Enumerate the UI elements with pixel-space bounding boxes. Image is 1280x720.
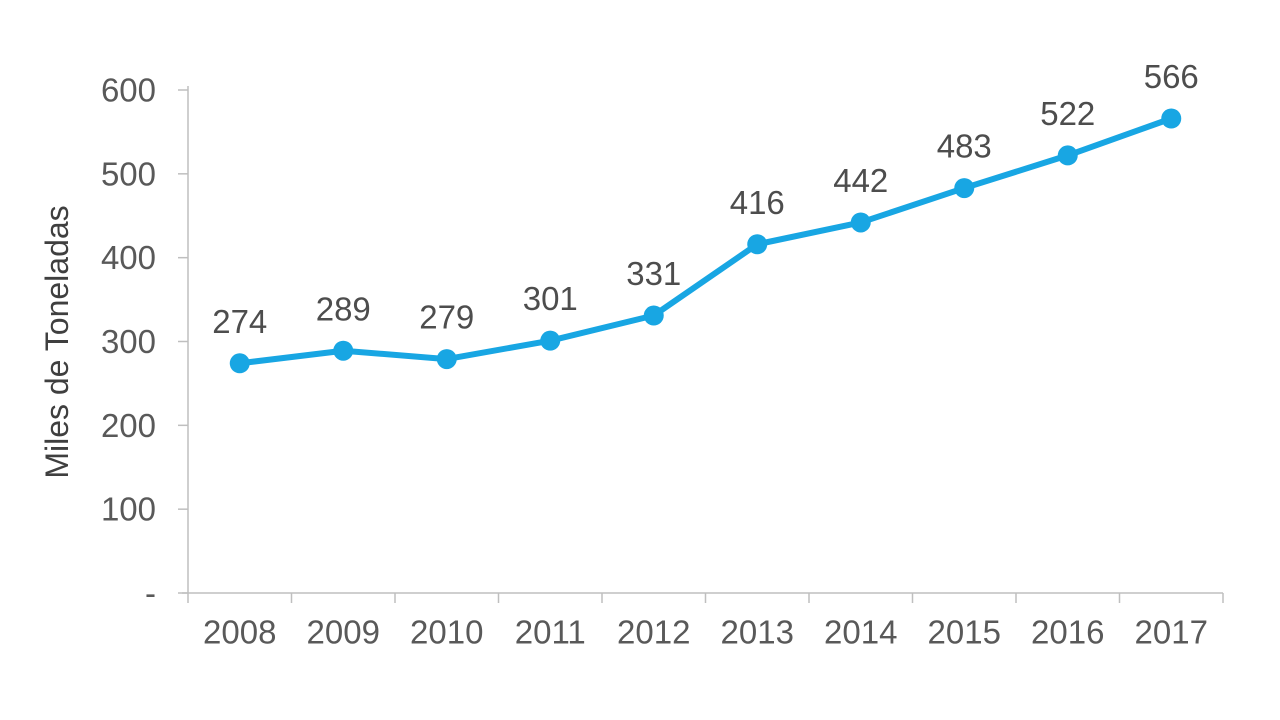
data-point-label: 289: [316, 290, 371, 327]
x-tick-label: 2014: [824, 614, 897, 651]
x-tick-label: 2010: [410, 614, 483, 651]
y-tick-label: 300: [101, 323, 156, 360]
data-point: [540, 330, 561, 351]
data-point-label: 331: [626, 255, 681, 292]
x-tick-label: 2012: [617, 614, 690, 651]
data-point: [747, 234, 768, 255]
axes: [178, 86, 1224, 603]
axis-tick-labels: 600 500 400 300 200 100 - 2008 2009 2010 2011 2012 2…: [101, 72, 1208, 651]
data-point-label: 274: [212, 303, 267, 340]
data-point-label: 442: [833, 162, 888, 199]
x-tick-label: 2016: [1031, 614, 1104, 651]
data-point: [954, 178, 975, 199]
y-tick-label: 500: [101, 155, 156, 192]
data-point-label: 416: [730, 184, 785, 221]
x-tick-label: 2008: [203, 614, 276, 651]
series-line: [236, 115, 1175, 367]
x-tick-label: 2015: [928, 614, 1001, 651]
x-tick-label: 2009: [307, 614, 380, 651]
y-tick-label: 200: [101, 407, 156, 444]
data-point-label: 483: [937, 128, 992, 165]
data-point-label: 566: [1144, 58, 1199, 95]
y-axis-title: Miles de Toneladas: [39, 205, 75, 478]
data-labels: 274 289 279 301 331 416 442 483 522 566: [212, 58, 1199, 340]
x-tick-label: 2013: [721, 614, 794, 651]
x-tick-label: 2017: [1135, 614, 1208, 651]
data-point: [229, 353, 250, 374]
data-point: [333, 340, 354, 361]
y-tick-label: 100: [101, 491, 156, 528]
y-tick-label: 400: [101, 239, 156, 276]
data-point: [850, 212, 871, 233]
data-series: [229, 108, 1182, 374]
data-point: [643, 305, 664, 326]
y-tick-label: -: [145, 575, 156, 612]
y-tick-label: 600: [101, 72, 156, 109]
data-point: [1161, 108, 1182, 129]
data-point-label: 522: [1040, 95, 1095, 132]
data-point-label: 279: [419, 299, 474, 336]
x-tick-label: 2011: [515, 614, 586, 651]
data-point: [1057, 145, 1078, 166]
data-point: [436, 349, 457, 370]
data-point-label: 301: [523, 280, 578, 317]
